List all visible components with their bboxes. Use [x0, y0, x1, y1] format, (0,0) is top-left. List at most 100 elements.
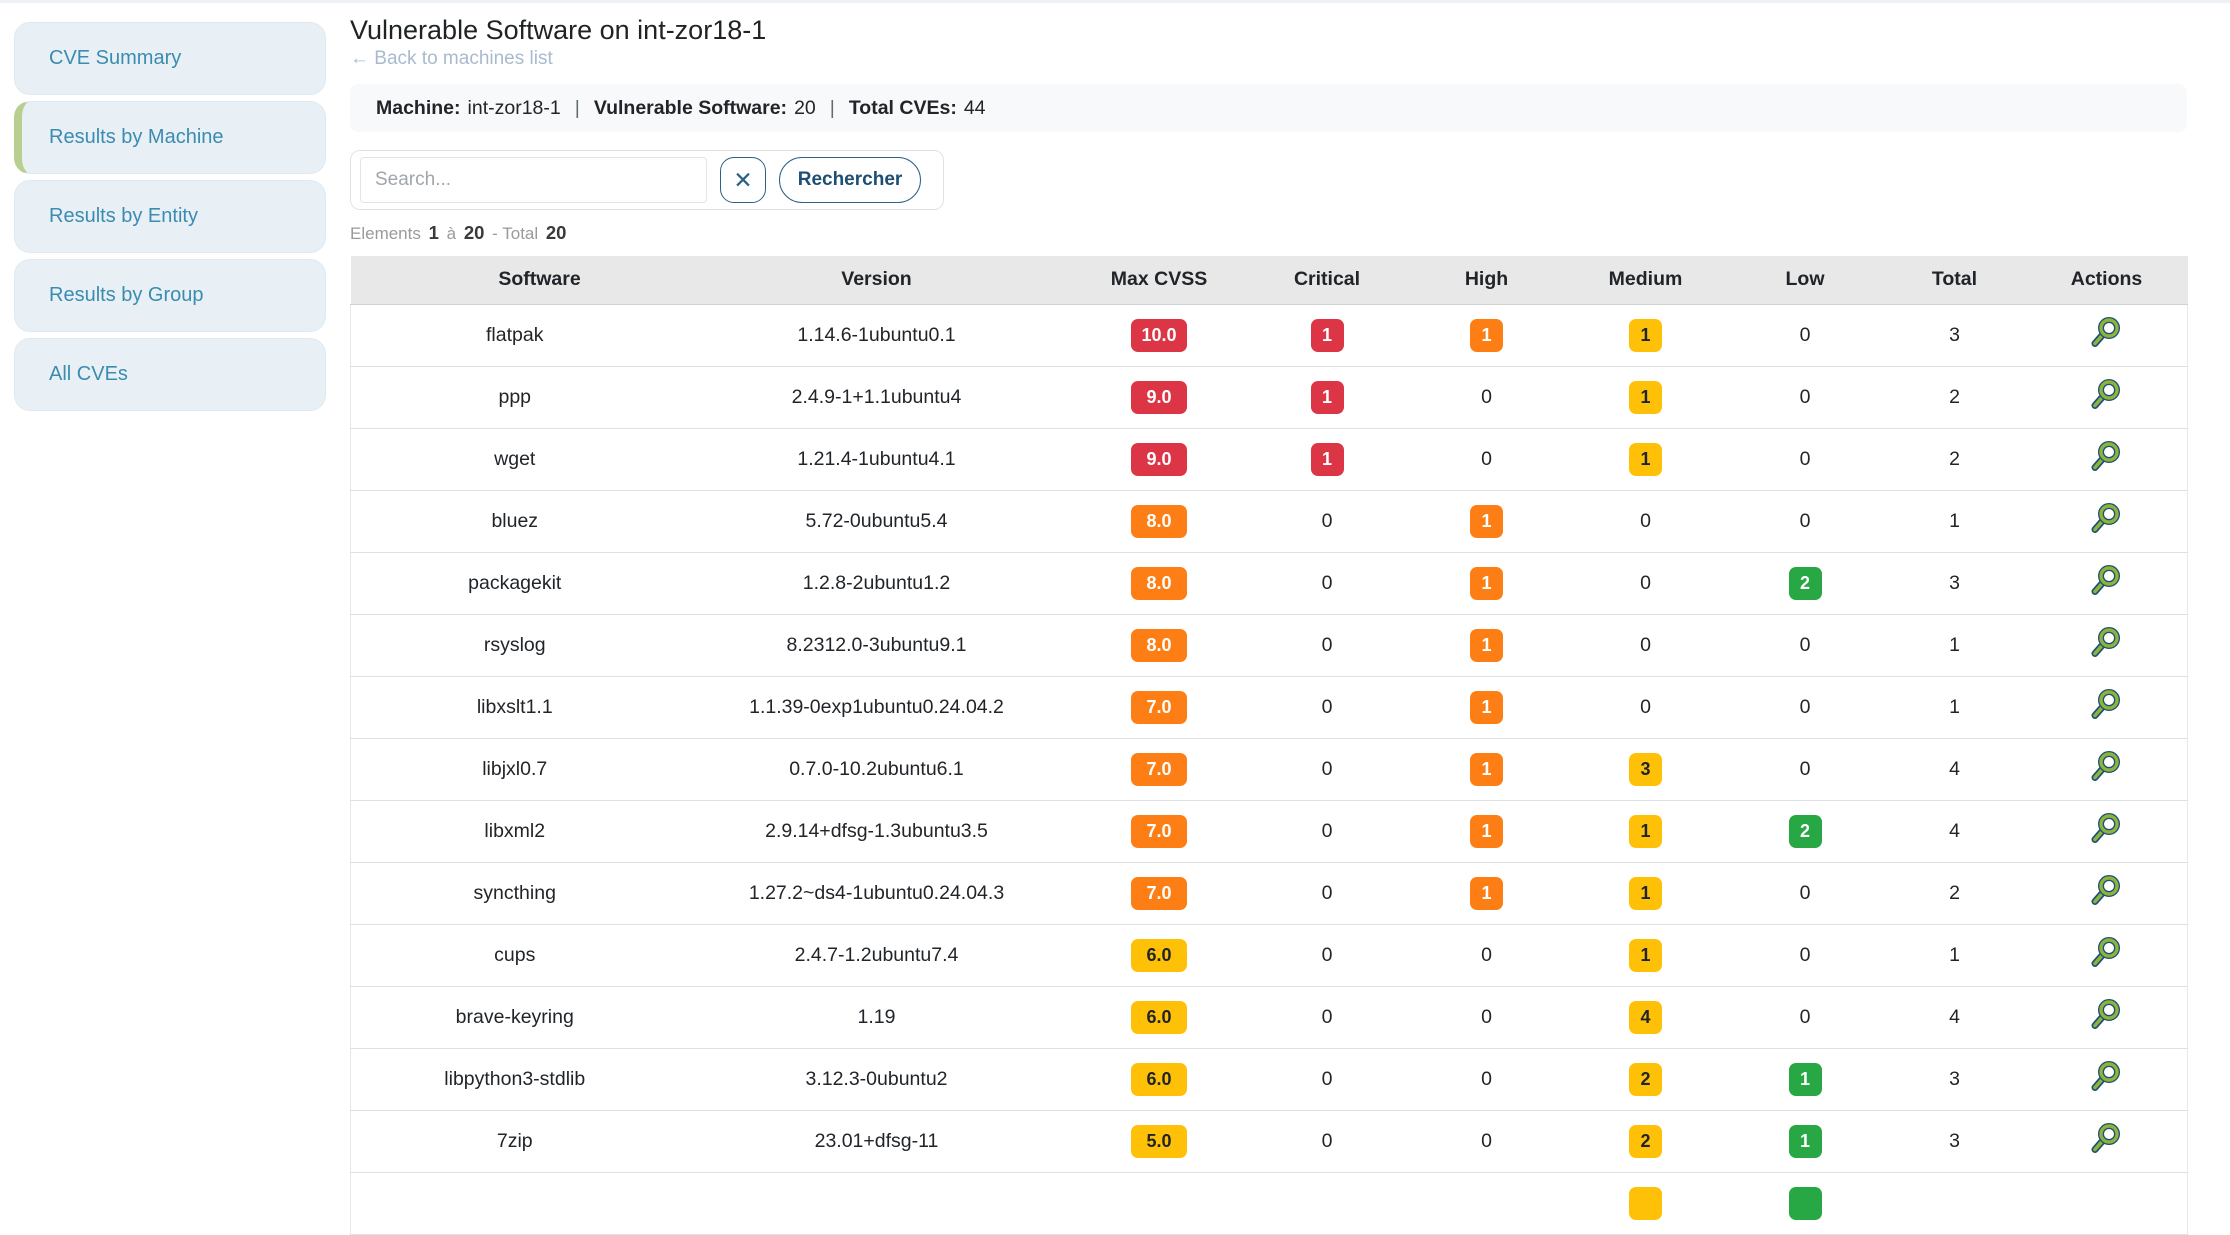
- search-submit-button[interactable]: Rechercher: [779, 157, 921, 203]
- critical-count: 1: [1245, 428, 1409, 491]
- column-header-low: Low: [1726, 256, 1884, 305]
- total-count: 1: [1883, 924, 2026, 987]
- view-details-button[interactable]: [2090, 1060, 2122, 1092]
- sidebar-item-cve-summary[interactable]: CVE Summary: [14, 22, 326, 95]
- critical-count: [1245, 1172, 1409, 1235]
- count-badge: 6.0: [1131, 938, 1187, 972]
- max-cvss-score: 7.0: [1072, 800, 1246, 863]
- max-cvss-score: 8.0: [1072, 552, 1246, 615]
- critical-count: 0: [1245, 738, 1409, 801]
- column-header-actions: Actions: [2025, 256, 2188, 305]
- table-row: libxml2 2.9.14+dfsg-1.3ubuntu3.5 7.0 0 1 1 2 4: [350, 800, 2188, 863]
- critical-count: 0: [1245, 1110, 1409, 1173]
- table-row: wget 1.21.4-1ubuntu4.1 9.0 1 0 1 0 2: [350, 428, 2188, 491]
- max-cvss-score: 7.0: [1072, 738, 1246, 801]
- range-conjunction: à: [446, 224, 457, 243]
- clear-search-button[interactable]: ✕: [720, 157, 766, 203]
- sidebar-item-label: All CVEs: [49, 363, 128, 385]
- total-count: 1: [1883, 614, 2026, 677]
- high-count: 1: [1408, 552, 1565, 615]
- actions-cell: [2025, 738, 2188, 801]
- max-cvss-score: 6.0: [1072, 924, 1246, 987]
- magnifier-icon: [2091, 441, 2121, 471]
- software-name: flatpak: [350, 304, 660, 367]
- view-details-button[interactable]: [2090, 936, 2122, 968]
- view-details-button[interactable]: [2090, 564, 2122, 596]
- back-to-machines-link[interactable]: ← Back to machines list: [350, 48, 553, 69]
- low-count: 1: [1726, 1110, 1884, 1173]
- count-badge: 6.0: [1131, 1062, 1187, 1096]
- critical-count: 0: [1245, 490, 1409, 553]
- search-input[interactable]: [360, 157, 707, 203]
- view-details-button[interactable]: [2090, 688, 2122, 720]
- sidebar-item-results-by-machine[interactable]: Results by Machine: [14, 101, 326, 174]
- software-version: 1.1.39-0exp1ubuntu0.24.04.2: [659, 676, 1073, 739]
- count-badge: 1: [1470, 566, 1503, 600]
- magnifier-icon: [2091, 1123, 2121, 1153]
- view-details-button[interactable]: [2090, 502, 2122, 534]
- total-count: 2: [1883, 366, 2026, 429]
- sidebar-item-results-by-entity[interactable]: Results by Entity: [14, 180, 326, 253]
- view-details-button[interactable]: [2090, 626, 2122, 658]
- software-version: 2.9.14+dfsg-1.3ubuntu3.5: [659, 800, 1073, 863]
- view-details-button[interactable]: [2090, 998, 2122, 1030]
- table-row: libjxl0.7 0.7.0-10.2ubuntu6.1 7.0 0 1 3 0 4: [350, 738, 2188, 801]
- max-cvss-score: 5.0: [1072, 1110, 1246, 1173]
- view-details-button[interactable]: [2090, 378, 2122, 410]
- sidebar-item-label: Results by Group: [49, 284, 204, 306]
- actions-cell: [2025, 924, 2188, 987]
- low-count: [1726, 1172, 1884, 1235]
- low-count: 0: [1726, 366, 1884, 429]
- max-cvss-score: 7.0: [1072, 862, 1246, 925]
- max-cvss-score: 10.0: [1072, 304, 1246, 367]
- critical-count: 0: [1245, 924, 1409, 987]
- sidebar-item-label: Results by Entity: [49, 205, 198, 227]
- vulnerable-software-table: Software Version Max CVSS Critical High Mediu…: [350, 256, 2188, 1235]
- max-cvss-score: 6.0: [1072, 986, 1246, 1049]
- sidebar-item-all-cves[interactable]: All CVEs: [14, 338, 326, 411]
- max-cvss-score: [1072, 1172, 1246, 1235]
- count-badge: 1: [1470, 814, 1503, 848]
- view-details-button[interactable]: [2090, 874, 2122, 906]
- magnifier-icon: [2091, 999, 2121, 1029]
- high-count: 0: [1408, 986, 1565, 1049]
- view-details-button[interactable]: [2090, 812, 2122, 844]
- total-cves-label: Total CVEs:: [848, 96, 957, 119]
- total-count: 4: [1883, 800, 2026, 863]
- total-count: 4: [1883, 738, 2026, 801]
- magnifier-icon: [2091, 751, 2121, 781]
- actions-cell: [2025, 1048, 2188, 1111]
- software-name: cups: [350, 924, 660, 987]
- low-count: 0: [1726, 490, 1884, 553]
- medium-count: 1: [1564, 800, 1727, 863]
- low-count: 0: [1726, 986, 1884, 1049]
- range-to: 20: [463, 222, 485, 243]
- vulnerable-software-label: Vulnerable Software:: [593, 96, 788, 119]
- actions-cell: [2025, 986, 2188, 1049]
- low-count: 0: [1726, 924, 1884, 987]
- total-cves-value: 44: [963, 96, 986, 119]
- high-count: 1: [1408, 676, 1565, 739]
- table-row: syncthing 1.27.2~ds4-1ubuntu0.24.04.3 7.0 0…: [350, 862, 2188, 925]
- table-row: cups 2.4.7-1.2ubuntu7.4 6.0 0 0 1 0 1: [350, 924, 2188, 987]
- view-details-button[interactable]: [2090, 440, 2122, 472]
- high-count: 1: [1408, 614, 1565, 677]
- software-version: 1.21.4-1ubuntu4.1: [659, 428, 1073, 491]
- max-cvss-score: 6.0: [1072, 1048, 1246, 1111]
- count-badge: 3: [1629, 752, 1662, 786]
- view-details-button[interactable]: [2090, 750, 2122, 782]
- view-details-button[interactable]: [2090, 1122, 2122, 1154]
- software-name: libxslt1.1: [350, 676, 660, 739]
- high-count: 0: [1408, 1110, 1565, 1173]
- critical-count: 0: [1245, 862, 1409, 925]
- medium-count: 2: [1564, 1048, 1727, 1111]
- software-name: libjxl0.7: [350, 738, 660, 801]
- high-count: 1: [1408, 862, 1565, 925]
- view-details-button[interactable]: [2090, 316, 2122, 348]
- magnifier-icon: [2091, 627, 2121, 657]
- actions-cell: [2025, 366, 2188, 429]
- count-badge: 9.0: [1131, 442, 1187, 476]
- count-badge: 8.0: [1131, 504, 1187, 538]
- critical-count: 1: [1245, 366, 1409, 429]
- sidebar-item-results-by-group[interactable]: Results by Group: [14, 259, 326, 332]
